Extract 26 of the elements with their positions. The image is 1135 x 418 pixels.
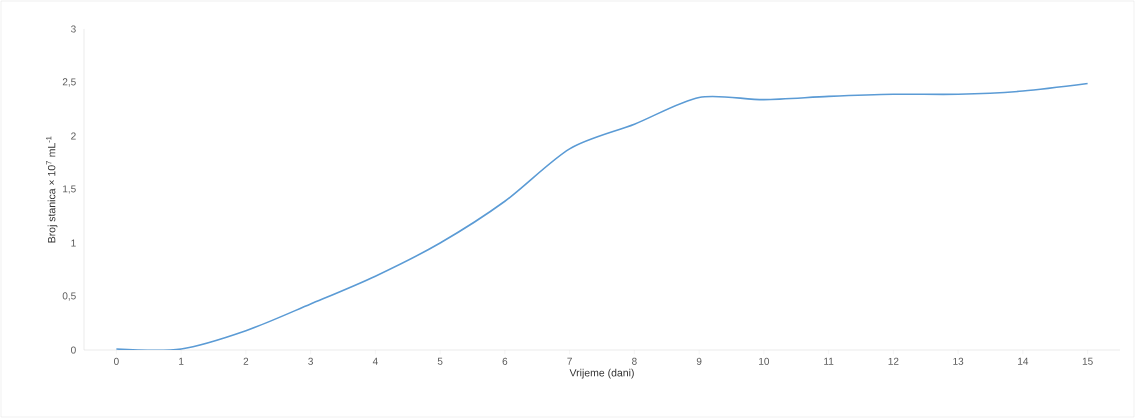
x-tick-label: 1 bbox=[179, 357, 184, 365]
x-tick-label: 0 bbox=[113, 357, 119, 365]
y-axis-title: Broj stanica × 10$^{7}$ mL$^{-1}$ bbox=[46, 136, 58, 243]
x-tick-label: 3 bbox=[308, 357, 313, 365]
y-tick-label: 0 bbox=[71, 346, 76, 354]
x-tick-label: 8 bbox=[632, 357, 637, 365]
x-tick-label: 6 bbox=[502, 357, 508, 365]
x-tick-label: 4 bbox=[372, 357, 378, 365]
x-tick-label: 12 bbox=[888, 357, 899, 365]
x-tick-label: 2 bbox=[243, 357, 249, 365]
line-series bbox=[115, 82, 1089, 350]
x-tick-label: 13 bbox=[953, 357, 964, 365]
y-tick-label: 2,5 bbox=[62, 78, 76, 87]
y-tick-label: 1 bbox=[71, 239, 76, 247]
y-tick-label: 3 bbox=[71, 25, 76, 33]
x-tick-label: 11 bbox=[824, 357, 834, 365]
x-tick-label: 14 bbox=[1018, 357, 1029, 365]
y-tick-label: 1,5 bbox=[63, 185, 76, 194]
x-tick-label: 15 bbox=[1082, 357, 1093, 365]
y-tick-label: 2 bbox=[71, 132, 76, 140]
x-tick-label: 9 bbox=[696, 357, 702, 365]
x-tick-label: 10 bbox=[759, 357, 770, 365]
x-tick-label: 7 bbox=[567, 357, 572, 365]
y-tick-label: 0,5 bbox=[62, 292, 76, 301]
x-axis-title: Vrijeme (dani) bbox=[569, 368, 634, 379]
x-tick-label: 5 bbox=[437, 357, 443, 365]
